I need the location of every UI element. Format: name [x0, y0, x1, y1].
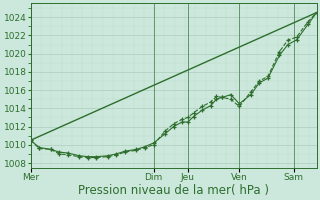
X-axis label: Pression niveau de la mer( hPa ): Pression niveau de la mer( hPa ): [78, 184, 269, 197]
